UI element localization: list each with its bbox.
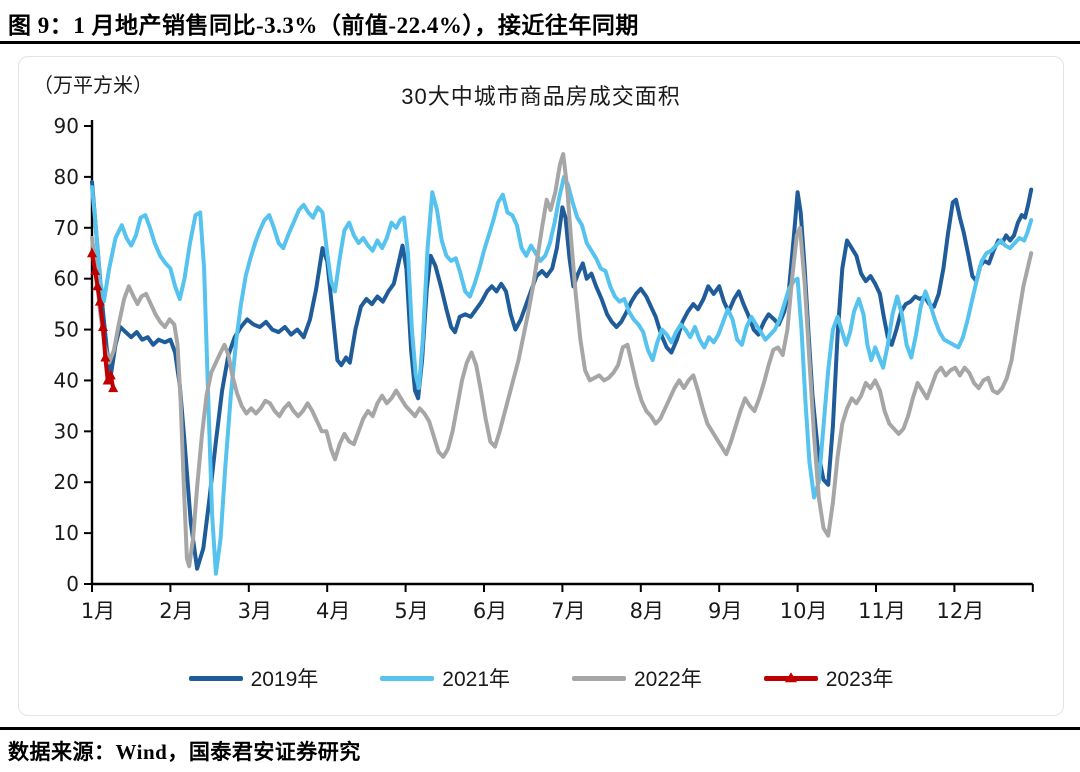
x-tick-label: 4月: [316, 599, 350, 623]
legend-item-2021年: 2021年: [380, 663, 510, 693]
legend-label: 2023年: [825, 668, 894, 691]
footer-divider: [0, 727, 1080, 730]
legend-swatch: [572, 675, 626, 681]
x-tick-label: 11月: [858, 599, 906, 623]
x-tick-label: 7月: [551, 599, 585, 623]
chart-title: 30大中城市商品房成交面积: [401, 84, 681, 109]
x-tick-label: 8月: [630, 599, 664, 623]
legend-swatch: [763, 672, 818, 683]
legend-swatch: [188, 675, 243, 681]
legend-marker-triangle-icon: [784, 672, 797, 683]
series-line-2019年: [90, 180, 1034, 571]
x-tick-label: 12月: [937, 599, 985, 623]
x-tick-label: 9月: [708, 599, 742, 623]
y-tick-label: 50: [54, 318, 79, 342]
series-marker-triangle: [92, 280, 103, 291]
x-tick-label: 6月: [473, 599, 507, 623]
chart-card: （万平方米） 30大中城市商品房成交面积 0 10 20 30 40 50 60 70 80 90…: [18, 56, 1064, 716]
legend-item-2019年: 2019年: [188, 663, 319, 693]
series-line-2022年: [90, 152, 1034, 569]
x-tick-label: 2月: [159, 599, 193, 623]
legend-label: 2021年: [442, 668, 510, 691]
legend-label: 2019年: [250, 668, 319, 691]
y-tick-label: 90: [54, 114, 79, 138]
y-tick-label: 40: [54, 368, 79, 392]
series-marker-triangle: [105, 369, 116, 380]
chart-legend: 2019年 2021年 2022年 2023年: [19, 657, 1063, 699]
series-marker-triangle: [97, 321, 108, 332]
y-tick-label: 0: [66, 572, 79, 596]
y-tick-label: 10: [54, 521, 79, 545]
series-marker-triangle: [108, 382, 119, 393]
data-source: 数据来源：Wind，国泰君安证券研究: [8, 740, 361, 764]
legend-item-2022年: 2022年: [572, 663, 702, 693]
series-marker-triangle: [87, 247, 97, 258]
series-marker-triangle: [100, 352, 111, 362]
y-tick-label: 60: [54, 267, 79, 291]
series-marker-triangle: [90, 265, 101, 276]
y-tick-label: 70: [54, 216, 79, 240]
x-tick-label: 10月: [780, 599, 828, 623]
series-marker-triangle: [102, 374, 113, 385]
x-tick-label: 3月: [238, 599, 272, 623]
series-marker-triangle: [94, 296, 105, 306]
x-tick-label: 5月: [394, 599, 428, 623]
x-tick-label: 1月: [81, 599, 115, 623]
y-tick-label: 30: [54, 419, 79, 443]
y-tick-label: 20: [54, 470, 79, 494]
title-divider: [0, 41, 1080, 44]
legend-swatch: [380, 675, 435, 681]
legend-item-2023年: 2023年: [763, 663, 894, 693]
housing-sales-line-chart: 0 10 20 30 40 50 60 70 80 90 1月 2月 3月 4月 5月 6月 7月 8月 9月 10月…: [54, 114, 1034, 623]
legend-label: 2022年: [634, 668, 702, 691]
figure-title: 图 9：1 月地产销售同比-3.3%（前值-22.4%），接近往年同期: [8, 13, 639, 38]
y-axis-unit-label: （万平方米）: [33, 75, 153, 97]
y-tick-label: 80: [54, 165, 79, 189]
